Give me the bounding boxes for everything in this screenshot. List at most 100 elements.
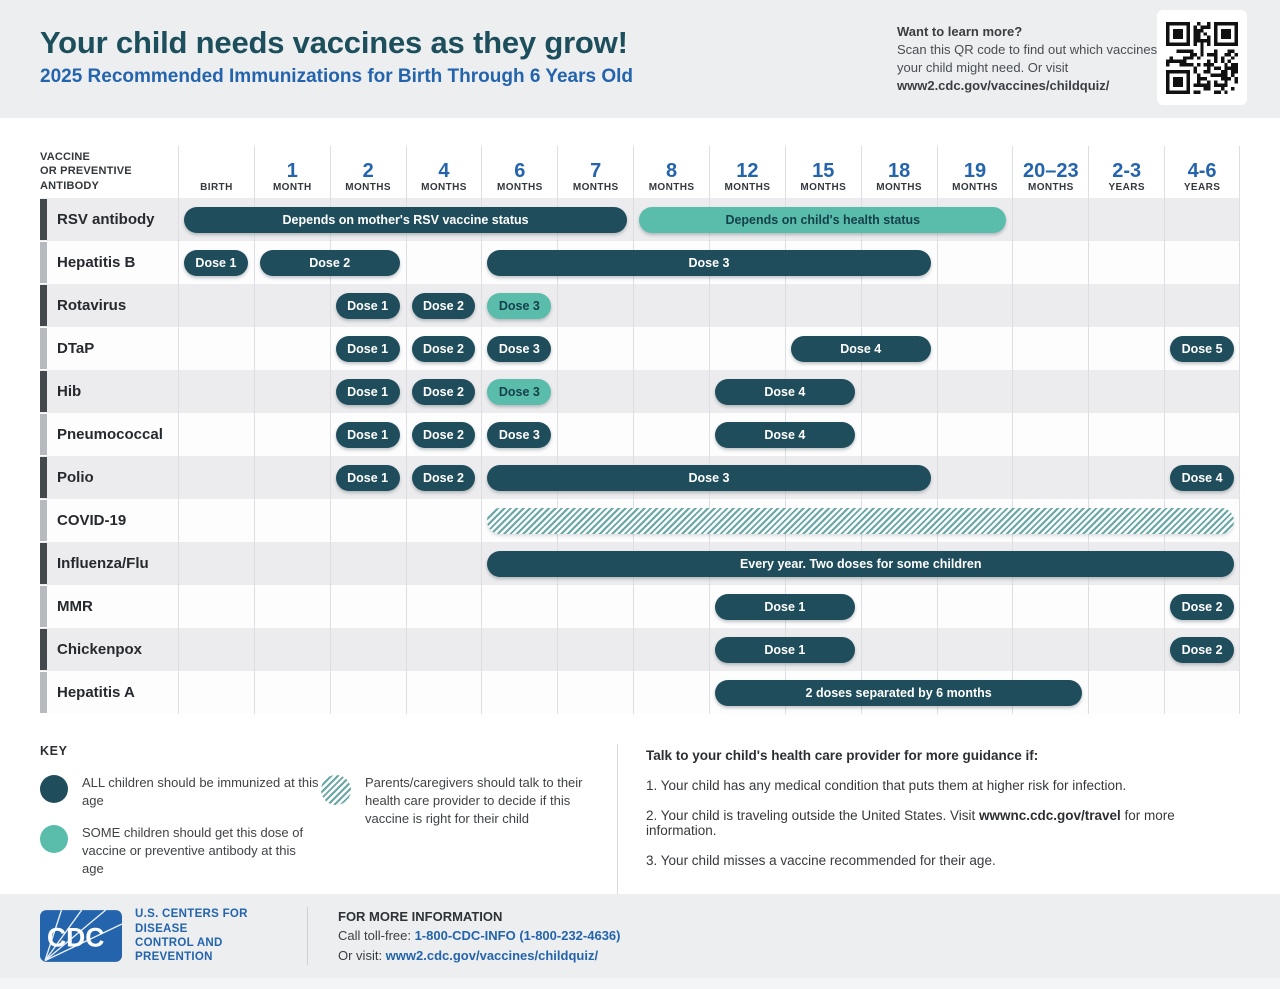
table-row: Chickenpox Dose 1 Dose 2 bbox=[40, 628, 1240, 671]
page-subtitle: 2025 Recommended Immunizations for Birth… bbox=[40, 66, 633, 87]
row-edge-bar bbox=[40, 543, 47, 584]
row-edge-bar bbox=[40, 285, 47, 326]
grid-cell bbox=[178, 585, 254, 628]
dose-pill: Dose 4 bbox=[790, 335, 931, 362]
grid-cell bbox=[1164, 284, 1240, 327]
grid-cell bbox=[405, 327, 482, 370]
learn-more-url[interactable]: www2.cdc.gov/vaccines/childquiz/ bbox=[897, 77, 1110, 93]
dose-pill: Dose 2 bbox=[411, 292, 476, 319]
grid-cell bbox=[405, 413, 482, 456]
grid-cell bbox=[936, 413, 1013, 456]
grid-cell bbox=[557, 413, 633, 456]
travel-link[interactable]: wwwnc.cdc.gov/travel bbox=[978, 808, 1121, 823]
row-edge-bar bbox=[40, 371, 47, 412]
grid-cell bbox=[481, 241, 557, 284]
grid-cell bbox=[178, 327, 254, 370]
grid-cell bbox=[481, 456, 557, 499]
grid-cell bbox=[405, 628, 482, 671]
vaccine-label: Pneumococcal bbox=[57, 426, 163, 443]
table-body: RSV antibody Depends on mother's RSV vacc… bbox=[40, 198, 1240, 714]
grid-cell bbox=[329, 370, 406, 413]
vaccine-label: Polio bbox=[57, 469, 94, 486]
some-children-dot-icon bbox=[40, 824, 68, 853]
table-row: Influenza/Flu Every year. Two doses for s… bbox=[40, 542, 1240, 585]
legend-text-all: ALL children should be immunized at this… bbox=[82, 775, 319, 808]
vaccine-schedule-table: VACCINE OR PREVENTIVE ANTIBODY BIRTH 1 MON… bbox=[40, 146, 1240, 714]
grid-cell bbox=[860, 585, 937, 628]
vaccine-label: DTaP bbox=[57, 340, 95, 357]
dose-pill: Dose 4 bbox=[714, 421, 855, 448]
grid-cell bbox=[633, 585, 709, 628]
svg-text:CDC: CDC bbox=[47, 923, 104, 953]
grid-cell bbox=[557, 284, 633, 327]
dose-pill: Dose 3 bbox=[487, 378, 552, 405]
grid-cell bbox=[936, 241, 1013, 284]
learn-more-block: Want to learn more? Scan this QR code to… bbox=[897, 23, 1159, 95]
vaccine-label: COVID-19 bbox=[57, 512, 127, 529]
dose-pill: Dose 3 bbox=[487, 335, 552, 362]
age-column-header: 4-6 YEARS bbox=[1164, 146, 1240, 198]
grid-cell bbox=[860, 370, 937, 413]
age-column-header: 2 MONTHS bbox=[329, 146, 406, 198]
dose-pill: Dose 3 bbox=[487, 249, 931, 276]
grid-cell bbox=[1088, 284, 1164, 327]
bottom-strip bbox=[0, 978, 1280, 989]
grid-cell bbox=[1012, 327, 1088, 370]
childquiz-link[interactable]: www2.cdc.gov/vaccines/childquiz/ bbox=[385, 947, 599, 963]
grid-cell bbox=[708, 413, 785, 456]
table-row: COVID-19 bbox=[40, 499, 1240, 542]
table-row: Hepatitis A 2 doses separated by 6 months bbox=[40, 671, 1240, 714]
phone-line: Call toll-free: 1-800-CDC-INFO (1-800-23… bbox=[338, 928, 621, 944]
grid-cell bbox=[1164, 241, 1240, 284]
grid-cell bbox=[633, 628, 709, 671]
guidance-block: Talk to your child's health care provide… bbox=[618, 744, 1240, 894]
grid-cell bbox=[329, 284, 406, 327]
grid-cell bbox=[481, 370, 557, 413]
grid-cell bbox=[1088, 456, 1164, 499]
grid-cell bbox=[329, 456, 406, 499]
legend-text-talk: Parents/caregivers should talk to their … bbox=[365, 775, 583, 826]
main-content: VACCINE OR PREVENTIVE ANTIBODY BIRTH 1 MON… bbox=[0, 118, 1280, 894]
visit-line: Or visit: www2.cdc.gov/vaccines/childqui… bbox=[338, 947, 599, 963]
grid-cell bbox=[1164, 327, 1240, 370]
grid-cell bbox=[633, 413, 709, 456]
grid-cell bbox=[481, 585, 557, 628]
grid-cell bbox=[405, 499, 482, 542]
grid-cell bbox=[633, 198, 709, 241]
grid-cell bbox=[1164, 585, 1240, 628]
grid-cell bbox=[708, 370, 785, 413]
dose-pill: Dose 2 bbox=[259, 249, 400, 276]
age-column-header: 4 MONTHS bbox=[405, 146, 482, 198]
learn-more-body: Scan this QR code to find out which vacc… bbox=[897, 41, 1158, 75]
legend-item-talk: Parents/caregivers should talk to their … bbox=[321, 774, 617, 828]
qr-code-icon bbox=[1166, 21, 1238, 94]
dose-pill: Dose 2 bbox=[411, 464, 476, 491]
grid-cell bbox=[708, 585, 785, 628]
grid-cell bbox=[178, 370, 254, 413]
phone-link[interactable]: 1-800-CDC-INFO (1-800-232-4636) bbox=[414, 928, 621, 944]
grid-cell bbox=[1012, 241, 1088, 284]
row-edge-bar bbox=[40, 672, 47, 713]
table-header-row: VACCINE OR PREVENTIVE ANTIBODY BIRTH 1 MON… bbox=[40, 146, 1240, 198]
dose-pill: Dose 2 bbox=[1170, 636, 1234, 663]
dose-pill: Dose 2 bbox=[1170, 593, 1234, 620]
grid-cell bbox=[481, 542, 557, 585]
row-edge-bar bbox=[40, 586, 47, 627]
footer-divider bbox=[307, 907, 308, 965]
legend-item-some: SOME children should get this dose of va… bbox=[40, 824, 321, 878]
dose-pill: Dose 4 bbox=[1170, 464, 1234, 491]
dose-pill: Dose 1 bbox=[714, 636, 855, 663]
grid-cell bbox=[557, 671, 633, 714]
grid-cell bbox=[936, 327, 1013, 370]
dose-pill: Every year. Two doses for some children bbox=[487, 550, 1234, 577]
dose-pill: 2 doses separated by 6 months bbox=[714, 679, 1083, 706]
grid-cell bbox=[633, 671, 709, 714]
vaccine-label: Hepatitis A bbox=[57, 684, 135, 701]
guidance-heading: Talk to your child's health care provide… bbox=[646, 748, 1039, 763]
grid-cell bbox=[481, 327, 557, 370]
grid-cell bbox=[253, 585, 330, 628]
table-row: Hepatitis B Dose 1 Dose 2 Dose 3 bbox=[40, 241, 1240, 284]
age-column-header: BIRTH bbox=[178, 146, 254, 198]
grid-cell bbox=[1164, 671, 1240, 714]
grid-cell bbox=[708, 327, 785, 370]
